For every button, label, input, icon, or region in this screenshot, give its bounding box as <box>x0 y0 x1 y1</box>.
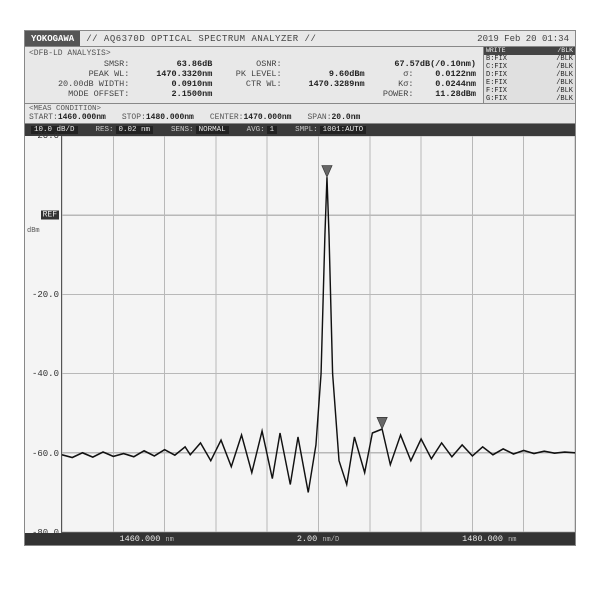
trace-slot: G:FIX/BLK <box>484 95 575 103</box>
start-value: 1460.000nm <box>58 113 106 122</box>
y-tick-label: -20.0 <box>32 290 59 300</box>
center-value: 1470.000nm <box>243 113 291 122</box>
sens-value: NORMAL <box>196 126 229 134</box>
sigma-label: σ: <box>368 69 417 79</box>
trace-slot: F:FIX/BLK <box>484 87 575 95</box>
osnr-label: OSNR: <box>215 59 284 69</box>
timestamp-label: 2019 Feb 20 01:34 <box>477 34 575 44</box>
center-label: CENTER: <box>210 113 244 122</box>
modeoff-label: MODE OFFSET: <box>29 89 132 99</box>
peak-marker-icon <box>322 166 332 178</box>
analysis-mode: <DFB-LD ANALYSIS> <box>29 49 479 58</box>
trace-side-panel: WRITE/BLKB:FIX/BLKC:FIX/BLKD:FIX/BLKE:FI… <box>483 47 575 103</box>
avg-value: 1 <box>267 126 278 134</box>
start-label: START: <box>29 113 58 122</box>
analysis-header: <DFB-LD ANALYSIS> SMSR: 63.86dB OSNR: 67… <box>25 47 575 104</box>
ksigma-label: Kσ: <box>368 79 417 89</box>
y-tick-label: -40.0 <box>32 369 59 379</box>
bw20-value: 0.0910nm <box>132 79 215 89</box>
span-label: SPAN: <box>307 113 331 122</box>
x-tick-label: 2.00 nm/D <box>232 534 403 544</box>
peak-marker-icon <box>377 417 387 429</box>
x-tick-label: 1480.000 nm <box>404 534 575 544</box>
trace-slot: D:FIX/BLK <box>484 71 575 79</box>
peakwl-label: PEAK WL: <box>29 69 132 79</box>
power-label: POWER: <box>368 89 417 99</box>
smsr-value: 63.86dB <box>132 59 215 69</box>
peakwl-value: 1470.3320nm <box>132 69 215 79</box>
span-value: 20.0nm <box>332 113 361 122</box>
y-tick-label: -60.0 <box>32 449 59 459</box>
stop-value: 1480.000nm <box>146 113 194 122</box>
title-bar: YOKOGAWA // AQ6370D OPTICAL SPECTRUM ANA… <box>25 31 575 47</box>
res-value: 0.02 nm <box>116 126 154 134</box>
brand-label: YOKOGAWA <box>25 31 80 46</box>
stop-label: STOP: <box>122 113 146 122</box>
spectrum-plot <box>61 136 575 533</box>
avg-label: AVG: <box>247 126 265 134</box>
trace-strip: 10.0 dB/D RES:0.02 nm SENS:NORMAL AVG:1 … <box>25 124 575 136</box>
trace-slot: C:FIX/BLK <box>484 63 575 71</box>
y-tick-label: -80.0 <box>32 528 59 538</box>
x-axis: 1460.000 nm2.00 nm/D1480.000 nm <box>25 533 575 545</box>
sens-label: SENS: <box>171 126 194 134</box>
y-axis: 20.0REFdBm-20.0-40.0-60.0-80.0 <box>25 136 61 533</box>
trace-slot: E:FIX/BLK <box>484 79 575 87</box>
osnr-value: 67.57dB(/0.10nm) <box>285 59 479 69</box>
smpl-value: 1001:AUTO <box>320 126 367 134</box>
smsr-label: SMSR: <box>29 59 132 69</box>
ctrwl-value: 1470.3289nm <box>285 79 368 89</box>
trace-slot: B:FIX/BLK <box>484 55 575 63</box>
y-tick-label: 20.0 <box>37 131 59 141</box>
meas-condition: <MEAS CONDITION> START:1460.000nm STOP:1… <box>25 104 575 124</box>
sigma-value: 0.0122nm <box>416 69 479 79</box>
y-tick-label: REF <box>41 211 59 220</box>
bw20-label: 20.00dB WIDTH: <box>29 79 132 89</box>
ksigma-value: 0.0244nm <box>416 79 479 89</box>
measurements-table: SMSR: 63.86dB OSNR: 67.57dB(/0.10nm) PEA… <box>29 59 479 99</box>
smpl-label: SMPL: <box>295 126 318 134</box>
power-value: 11.28dBm <box>416 89 479 99</box>
device-label: // AQ6370D OPTICAL SPECTRUM ANALYZER // <box>80 34 477 44</box>
modeoff-value: 2.1500nm <box>132 89 215 99</box>
pklevel-label: PK LEVEL: <box>215 69 284 79</box>
pklevel-value: 9.60dBm <box>285 69 368 79</box>
x-tick-label: 1460.000 nm <box>61 534 232 544</box>
ctrwl-label: CTR WL: <box>215 79 284 89</box>
plot-area: 20.0REFdBm-20.0-40.0-60.0-80.0 <box>25 136 575 533</box>
osa-screen: YOKOGAWA // AQ6370D OPTICAL SPECTRUM ANA… <box>24 30 576 546</box>
mcond-title: <MEAS CONDITION> <box>29 105 571 113</box>
res-label: RES: <box>96 126 114 134</box>
